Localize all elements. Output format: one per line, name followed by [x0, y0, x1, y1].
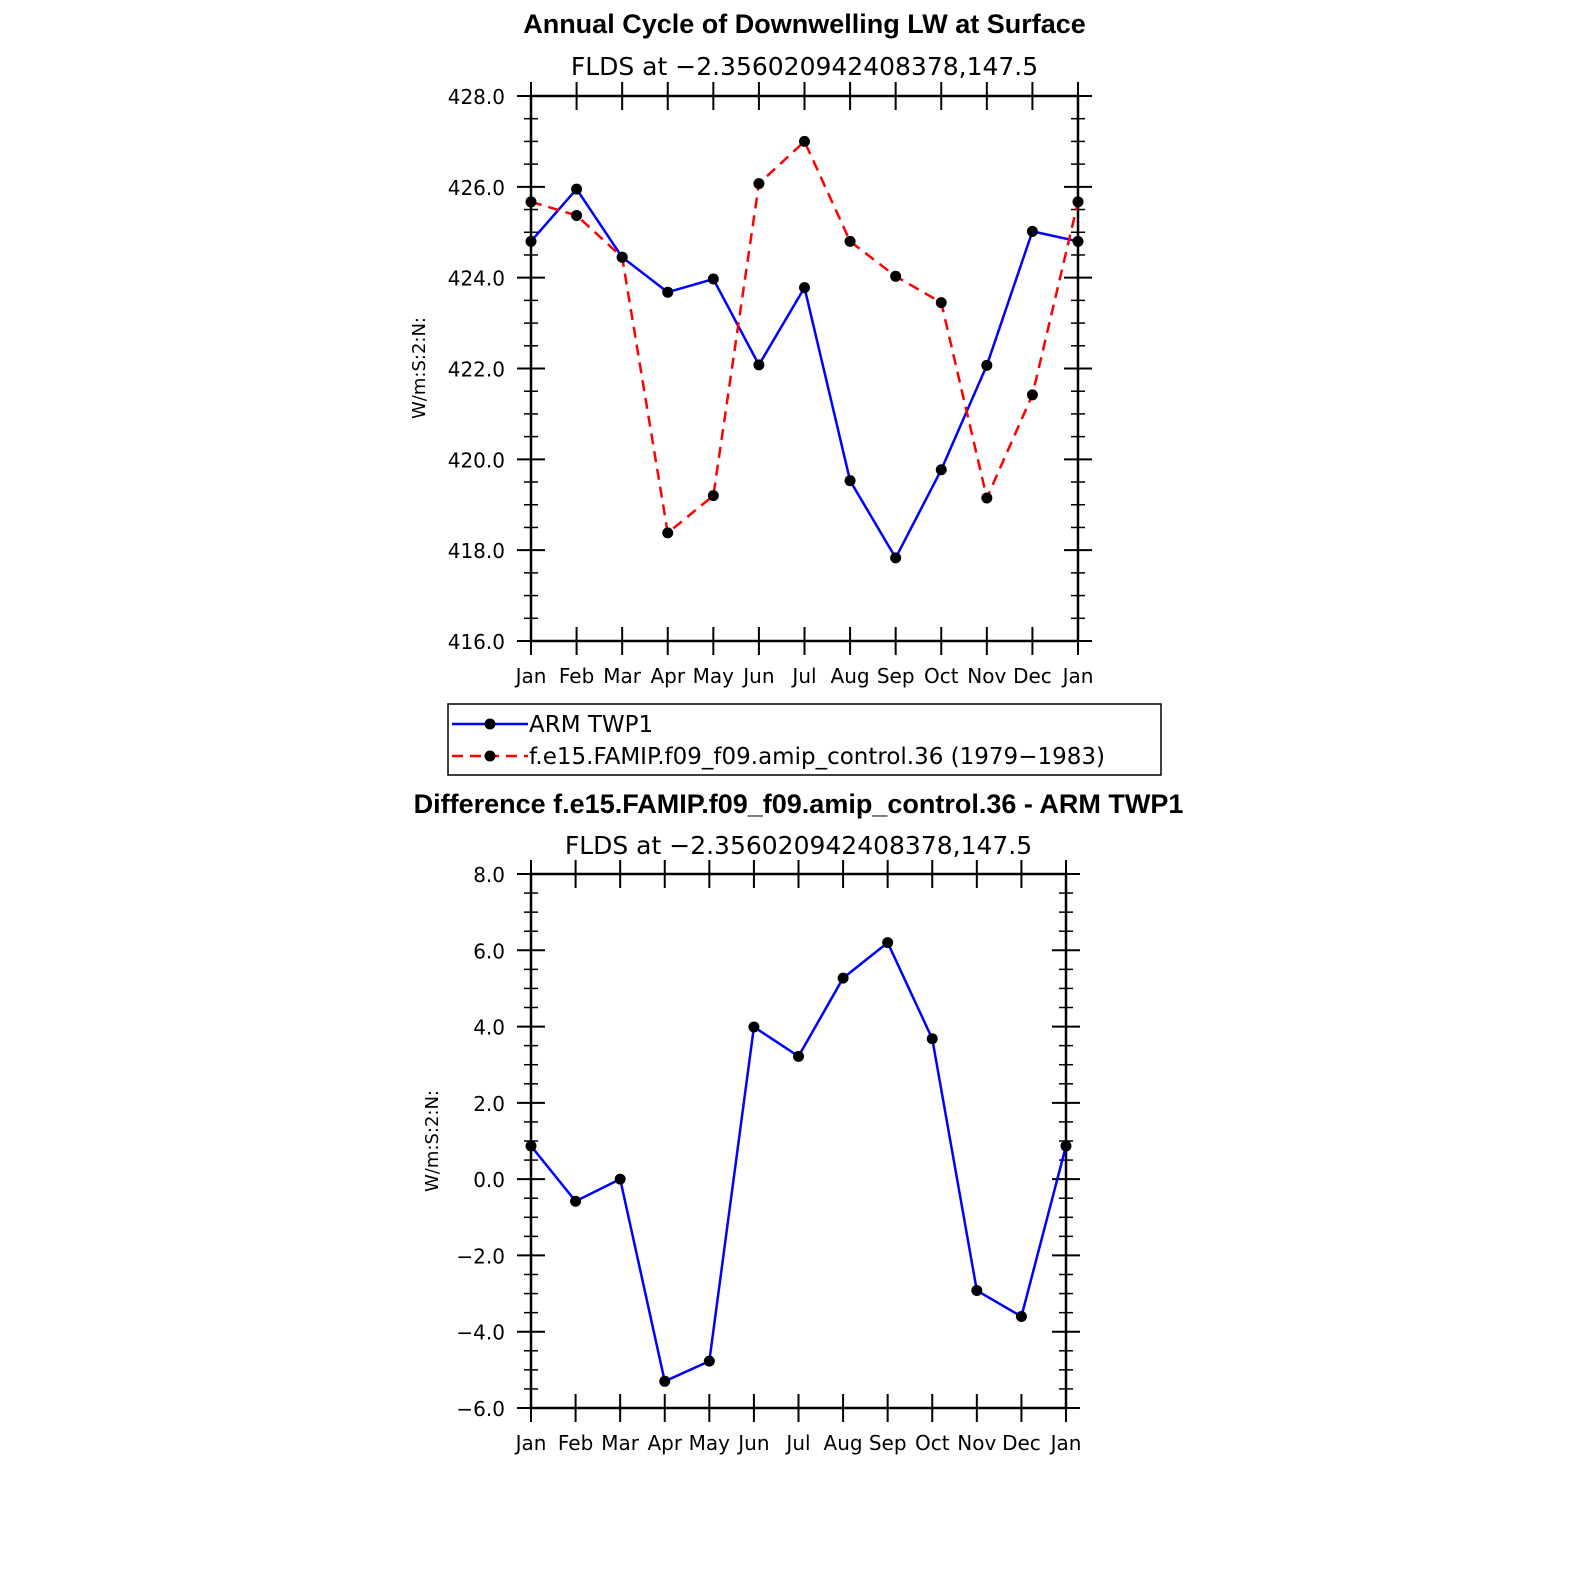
legend-entry-label: ARM TWP1: [529, 712, 653, 738]
data-point: [799, 135, 810, 147]
y-tick-label: 4.0: [473, 1016, 505, 1040]
data-point: [753, 178, 765, 190]
data-point: [981, 359, 993, 371]
difference-chart: Difference f.e15.FAMIP.f09_f09.amip_cont…: [414, 789, 1184, 1455]
data-point: [707, 273, 719, 285]
x-tick-label: Dec: [1002, 1431, 1041, 1455]
data-point: [571, 183, 583, 195]
x-tick-label: Jan: [514, 664, 547, 688]
x-tick-label: Sep: [877, 664, 915, 688]
data-point: [525, 1140, 537, 1152]
y-tick-label: 8.0: [473, 863, 505, 887]
data-point: [844, 475, 856, 487]
data-point: [844, 235, 856, 247]
chart-title: Difference f.e15.FAMIP.f09_f09.amip_cont…: [414, 789, 1184, 819]
y-tick-label: 424.0: [448, 267, 505, 291]
series-line-1: [530, 187, 1079, 560]
data-point: [882, 937, 894, 949]
data-point: [1026, 225, 1038, 237]
chart-title: Annual Cycle of Downwelling LW at Surfac…: [523, 9, 1086, 39]
y-tick-label: 416.0: [448, 630, 505, 654]
data-point: [1015, 1310, 1027, 1322]
x-tick-label: Jun: [741, 664, 774, 688]
data-point: [793, 1050, 804, 1062]
x-tick-label: Nov: [967, 664, 1006, 688]
data-point: [614, 1173, 626, 1185]
data-point: [525, 196, 537, 208]
y-tick-label: −6.0: [456, 1397, 505, 1421]
data-point: [890, 552, 902, 564]
x-tick-label: Sep: [869, 1431, 907, 1455]
data-point: [799, 282, 810, 294]
plot-frame: [529, 872, 1068, 1410]
x-tick-label: Mar: [601, 1431, 640, 1455]
x-tick-label: Jul: [784, 1431, 810, 1455]
data-point: [1060, 1140, 1072, 1152]
data-point: [659, 1375, 671, 1387]
data-point: [662, 527, 674, 539]
y-tick-label: 0.0: [473, 1168, 505, 1192]
x-tick-label: May: [693, 664, 735, 688]
x-tick-label: Jul: [790, 664, 816, 688]
x-tick-label: Aug: [831, 664, 870, 688]
legend-box: [447, 703, 1162, 776]
y-tick-label: 428.0: [448, 85, 505, 109]
x-tick-label: Apr: [647, 1431, 682, 1455]
data-point: [748, 1021, 760, 1033]
y-tick-label: −4.0: [456, 1321, 505, 1345]
x-tick-label: Jan: [1049, 1431, 1082, 1455]
y-tick-label: 422.0: [448, 358, 505, 382]
data-point: [703, 1355, 715, 1367]
data-point: [837, 972, 849, 984]
y-tick-label: 418.0: [448, 539, 505, 563]
data-point: [1072, 196, 1084, 208]
y-tick-label: −2.0: [456, 1244, 505, 1268]
x-tick-label: Dec: [1013, 664, 1052, 688]
data-point: [1026, 389, 1038, 401]
data-point: [935, 464, 947, 476]
data-point: [1072, 235, 1084, 247]
annual-cycle-chart: Annual Cycle of Downwelling LW at Surfac…: [409, 9, 1093, 688]
x-tick-label: Jun: [736, 1431, 769, 1455]
data-point: [926, 1033, 938, 1045]
data-point: [571, 209, 583, 221]
data-point: [753, 359, 765, 371]
legend: ARM TWP1 f.e15.FAMIP.f09_f09.amip_control…: [447, 703, 1162, 776]
data-point: [890, 270, 902, 282]
x-tick-label: Jan: [1061, 664, 1094, 688]
x-tick-label: May: [689, 1431, 731, 1455]
x-tick-label: Feb: [558, 1431, 593, 1455]
series-line-1: [530, 941, 1068, 1383]
data-point: [935, 297, 947, 309]
data-point: [981, 492, 993, 504]
y-tick-label: 426.0: [448, 176, 505, 200]
data-point: [662, 286, 674, 298]
data-point: [570, 1195, 582, 1207]
data-point: [525, 235, 537, 247]
x-tick-label: Oct: [915, 1431, 950, 1455]
x-tick-label: Oct: [924, 664, 959, 688]
y-axis-label: W/m:S:2:N:: [409, 317, 430, 419]
chart-subtitle: FLDS at −2.356020942408378,147.5: [571, 52, 1038, 81]
y-tick-label: 420.0: [448, 448, 505, 472]
data-point: [707, 490, 719, 502]
x-tick-label: Apr: [650, 664, 685, 688]
legend-marker: [484, 750, 496, 762]
y-axis-label: W/m:S:2:N:: [422, 1090, 443, 1192]
x-tick-label: Feb: [559, 664, 594, 688]
y-tick-label: 2.0: [473, 1092, 505, 1116]
x-tick-label: Mar: [603, 664, 642, 688]
data-point: [971, 1285, 983, 1297]
legend-entry-label: f.e15.FAMIP.f09_f09.amip_control.36 (197…: [529, 744, 1105, 770]
x-tick-label: Aug: [824, 1431, 863, 1455]
data-point: [616, 251, 628, 263]
chart-subtitle: FLDS at −2.356020942408378,147.5: [565, 831, 1032, 860]
x-tick-label: Jan: [514, 1431, 547, 1455]
legend-marker: [484, 718, 496, 730]
x-tick-label: Nov: [957, 1431, 996, 1455]
plot-frame: [529, 94, 1080, 643]
y-tick-label: 6.0: [473, 939, 505, 963]
